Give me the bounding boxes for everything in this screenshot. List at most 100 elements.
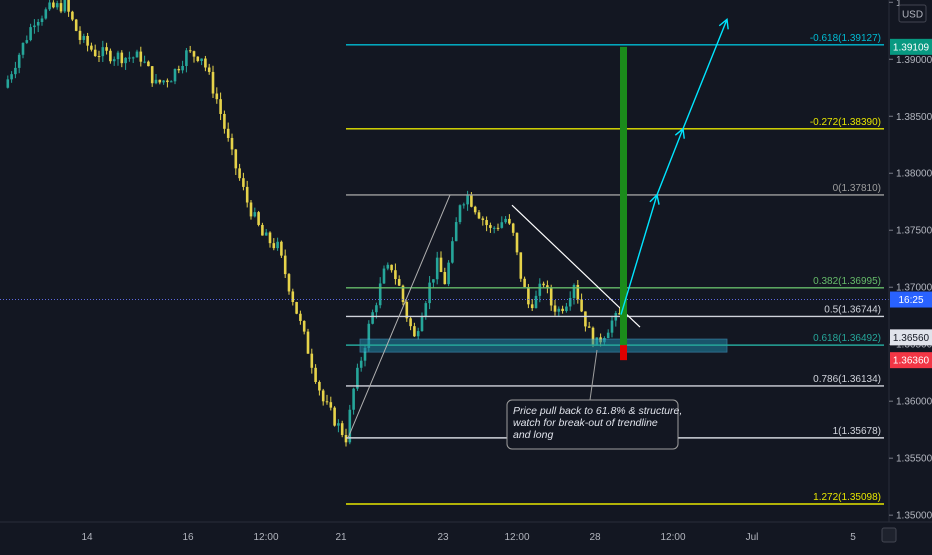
- candle-body: [329, 402, 333, 408]
- candle-body: [299, 313, 302, 321]
- price-label-tag: [890, 352, 932, 369]
- candle-body: [211, 71, 215, 94]
- candle-body: [143, 61, 146, 63]
- candle-body: [378, 283, 382, 306]
- candle-body: [565, 306, 568, 312]
- stop-bar: [620, 345, 627, 361]
- candle-body: [116, 52, 120, 60]
- candle-body: [584, 311, 587, 327]
- candle-body: [530, 304, 534, 309]
- candle-body: [500, 222, 504, 228]
- price-tick-label: 1.35500: [896, 454, 932, 465]
- time-tick-label: 21: [335, 532, 347, 543]
- candle-body: [397, 279, 401, 286]
- price-label-tag: [890, 38, 932, 55]
- annotation-box: [506, 399, 679, 450]
- candle-body: [454, 222, 458, 242]
- candle-body: [249, 202, 253, 217]
- time-tick-label: 14: [81, 532, 93, 543]
- candle-body: [485, 220, 488, 226]
- projection-arrowhead: [674, 127, 685, 139]
- candle-body: [587, 326, 591, 328]
- candle-body: [33, 25, 36, 28]
- candle-body: [139, 51, 143, 62]
- price-tick-label: 1: [896, 0, 902, 9]
- candle-body: [538, 283, 542, 296]
- candle-body: [470, 194, 473, 207]
- candle-body: [496, 227, 500, 229]
- price-label-text: 1.39109: [893, 42, 930, 53]
- candle-body: [109, 50, 112, 62]
- candle-body: [568, 297, 572, 307]
- annotation-line-3: and long: [513, 429, 553, 441]
- time-axis[interactable]: 14 16 12:00 21 23 12:00 28 12:00 Jul 5: [81, 527, 897, 543]
- candle-body: [238, 168, 241, 179]
- time-tick-label: 28: [589, 532, 601, 543]
- candle-body: [219, 99, 222, 114]
- candle-body: [52, 2, 55, 8]
- candle-body: [40, 18, 44, 22]
- candle-body: [386, 264, 390, 269]
- candle-body: [458, 205, 462, 223]
- candle-body: [477, 212, 481, 219]
- candle-body: [147, 61, 150, 67]
- candle-body: [154, 79, 158, 84]
- candle-body: [71, 11, 74, 20]
- time-tick-label: 12:00: [660, 532, 685, 543]
- candle-body: [242, 178, 245, 187]
- time-tick-label: 16: [182, 532, 194, 543]
- candle-body: [264, 232, 268, 236]
- currency-badge[interactable]: [898, 4, 927, 23]
- candle-body: [523, 278, 526, 287]
- candle-body: [112, 59, 116, 62]
- candle-body: [272, 243, 276, 249]
- candle-body: [363, 347, 367, 361]
- annotation-line-2: watch for break-out of trendline: [513, 417, 658, 429]
- candle-body: [359, 360, 363, 368]
- projection-arrowhead: [718, 18, 729, 30]
- price-axis[interactable]: 1.350001.355001.360001.365001.370001.375…: [889, 0, 932, 522]
- fib-level-label: 0.618(1.36492): [813, 333, 881, 344]
- candle-body: [618, 312, 621, 315]
- price-label-text: 1.36360: [893, 356, 930, 367]
- time-tick-label: 12:00: [504, 532, 529, 543]
- candle-body: [55, 3, 59, 8]
- settings-gear-icon: [881, 527, 897, 543]
- fib-level-label: 0.5(1.36744): [824, 304, 881, 315]
- candle-body: [546, 285, 549, 288]
- candle-body: [405, 301, 409, 319]
- currency-label: USD: [902, 10, 923, 21]
- projection-path: [620, 19, 728, 315]
- candle-body: [230, 137, 234, 150]
- candle-body: [462, 204, 466, 206]
- candle-body: [82, 35, 86, 40]
- time-tick-label: Jul: [746, 532, 759, 543]
- candle-body: [44, 9, 48, 19]
- descending-trendline: [511, 204, 641, 328]
- candle-body: [333, 407, 336, 426]
- candle-body: [561, 308, 564, 312]
- fib-level-label: -0.272(1.38390): [810, 117, 881, 128]
- candle-body: [314, 367, 317, 382]
- fib-level-label: 0.382(1.36995): [813, 276, 881, 287]
- candle-body: [416, 331, 420, 337]
- candle-body: [93, 49, 97, 57]
- candle-body: [226, 128, 230, 138]
- time-tick-label: 12:00: [253, 532, 278, 543]
- candle-body: [6, 79, 10, 88]
- candle-body: [504, 218, 507, 223]
- candle-body: [185, 50, 188, 66]
- candle-body: [439, 257, 443, 273]
- candle-body: [428, 282, 431, 304]
- annotation-callout[interactable]: Price pull back to 61.8% & structure, wa…: [506, 349, 682, 450]
- candle-body: [572, 284, 576, 298]
- candle-body: [150, 66, 154, 84]
- candle-body: [534, 295, 538, 309]
- candle-body: [120, 52, 124, 64]
- fib-anchor-line: [347, 194, 451, 439]
- candle-body: [223, 113, 226, 129]
- candle-body: [283, 255, 287, 275]
- candle-body: [131, 57, 135, 59]
